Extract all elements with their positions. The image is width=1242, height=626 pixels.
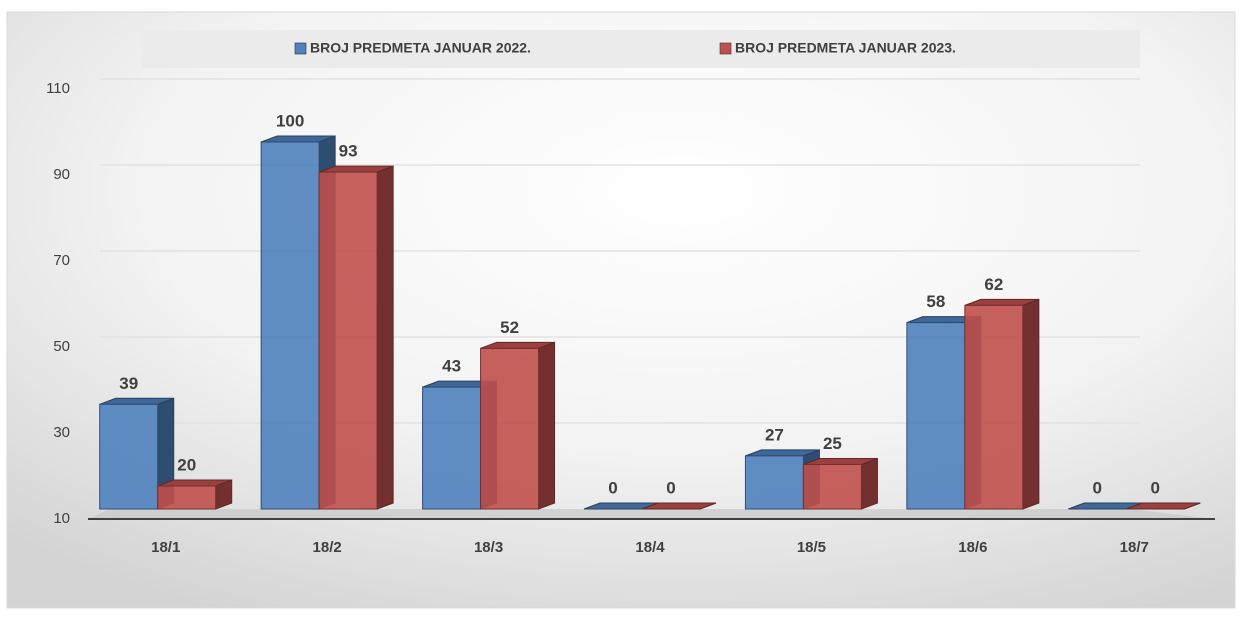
bar-front <box>802 464 862 510</box>
x-tick-label: 18/2 <box>313 539 342 556</box>
x-tick-label: 18/4 <box>635 539 665 556</box>
data-label: 43 <box>442 357 461 376</box>
data-label: 27 <box>765 425 784 444</box>
bar-top <box>1126 502 1201 510</box>
legend-label: BROJ PREDMETA JANUAR 2022. <box>310 40 531 56</box>
y-tick-label: 70 <box>53 252 70 269</box>
data-label: 20 <box>177 455 196 474</box>
x-tick-label: 18/7 <box>1120 539 1149 556</box>
bar <box>1126 502 1201 510</box>
bar-side <box>860 457 878 510</box>
legend: BROJ PREDMETA JANUAR 2022. BROJ PREDMETA … <box>294 40 956 56</box>
floor <box>88 509 1215 519</box>
bar-front <box>157 485 217 510</box>
bar-front <box>906 322 966 510</box>
bar <box>99 397 175 510</box>
bar <box>802 457 878 510</box>
legend-swatch <box>719 42 732 55</box>
data-label: 93 <box>339 142 358 161</box>
data-label: 52 <box>500 318 519 337</box>
bar-front <box>480 347 540 510</box>
bar-front <box>964 304 1024 510</box>
bar-top <box>641 502 717 510</box>
y-tick-label: 90 <box>53 166 70 183</box>
y-tick-label: 10 <box>53 510 70 527</box>
bar <box>318 165 394 510</box>
bar-side <box>376 165 394 510</box>
data-label: 39 <box>119 374 138 393</box>
data-label: 100 <box>276 111 304 130</box>
bar-side <box>1022 298 1040 510</box>
bar <box>480 341 556 510</box>
bar-front <box>260 141 320 510</box>
legend-label: BROJ PREDMETA JANUAR 2023. <box>735 40 956 56</box>
bar-front <box>99 403 159 510</box>
y-tick-label: 110 <box>46 80 70 97</box>
data-label: 0 <box>1093 478 1102 497</box>
bar <box>157 479 233 510</box>
legend-box <box>142 30 1140 68</box>
bar-front <box>744 455 804 510</box>
bar-front <box>422 386 482 510</box>
data-label: 0 <box>666 478 675 497</box>
data-label: 0 <box>608 478 617 497</box>
bar-side <box>538 341 556 510</box>
x-tick-label: 18/6 <box>958 539 987 556</box>
data-label: 25 <box>823 434 842 453</box>
x-tick-label: 18/5 <box>797 539 826 556</box>
y-tick-label: 50 <box>53 338 70 355</box>
data-label: 62 <box>984 275 1003 294</box>
x-tick-label: 18/1 <box>151 539 180 556</box>
bar <box>964 298 1040 510</box>
data-label: 58 <box>926 292 945 311</box>
bar-front <box>318 171 378 510</box>
bar <box>641 502 717 510</box>
data-label: 0 <box>1151 478 1160 497</box>
legend-swatch <box>294 42 307 55</box>
x-tick-label: 18/3 <box>474 539 503 556</box>
y-tick-label: 30 <box>53 424 70 441</box>
